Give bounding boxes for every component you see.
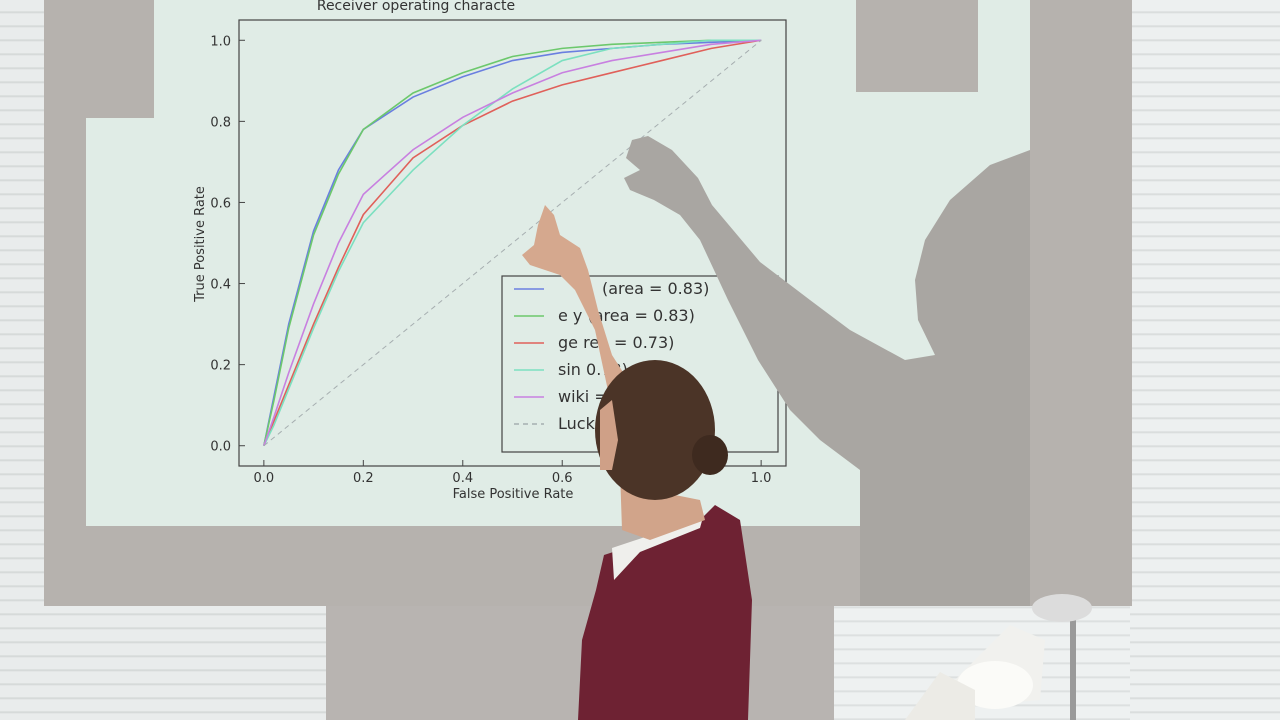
- x-tick-label: 0.2: [353, 471, 374, 486]
- floor-lamp: [905, 594, 1092, 720]
- presenter-shadow: [624, 136, 1030, 606]
- projection-shadow-notch-left: [86, 0, 154, 118]
- x-tick-label: 0.6: [552, 471, 573, 486]
- presenter-hair-bun: [692, 435, 728, 475]
- roc-series-line-2: [263, 39, 762, 446]
- lamp-pole: [1070, 600, 1076, 720]
- y-tick-label: 0.0: [210, 440, 231, 455]
- roc-series-line-5: [263, 39, 762, 446]
- y-tick-label: 0.2: [210, 359, 231, 374]
- legend-entry-label: Luck: [558, 414, 596, 433]
- roc-series-line-3: [263, 39, 762, 447]
- y-tick-label: 0.8: [210, 115, 231, 130]
- legend-entry-label: (area = 0.83): [602, 279, 709, 298]
- x-tick-label: 0.4: [452, 471, 473, 486]
- roc-series-line-6: [263, 39, 762, 447]
- presenter-arm: [522, 205, 628, 400]
- chart-title: Receiver operating characte: [317, 0, 515, 14]
- series-group: [263, 39, 762, 447]
- y-tick-label: 1.0: [210, 34, 231, 49]
- y-ticks: 0.0 0.2 0.4 0.6 0.8 1.0: [210, 34, 245, 455]
- y-axis-label: True Positive Rate: [193, 186, 208, 303]
- x-tick-label: 0.0: [254, 471, 275, 486]
- projection-shadow-notch-right: [856, 0, 978, 92]
- y-tick-label: 0.4: [210, 278, 231, 293]
- roc-series-line-4: [263, 39, 762, 447]
- legend-entry-label: ge rea = 0.73): [558, 333, 674, 352]
- presenter-face: [600, 400, 618, 470]
- x-axis-label: False Positive Rate: [453, 487, 574, 502]
- plot-frame: [238, 19, 787, 467]
- lamp-shade-lower: [905, 672, 975, 720]
- lamp-shade-glow: [957, 661, 1033, 709]
- presenter: [522, 205, 752, 720]
- x-tick-label: 1.0: [751, 471, 772, 486]
- window-blinds-right: [1130, 0, 1280, 720]
- presenter-hair: [595, 360, 715, 500]
- y-tick-label: 0.6: [210, 196, 231, 211]
- lamp-head-top: [1032, 594, 1092, 622]
